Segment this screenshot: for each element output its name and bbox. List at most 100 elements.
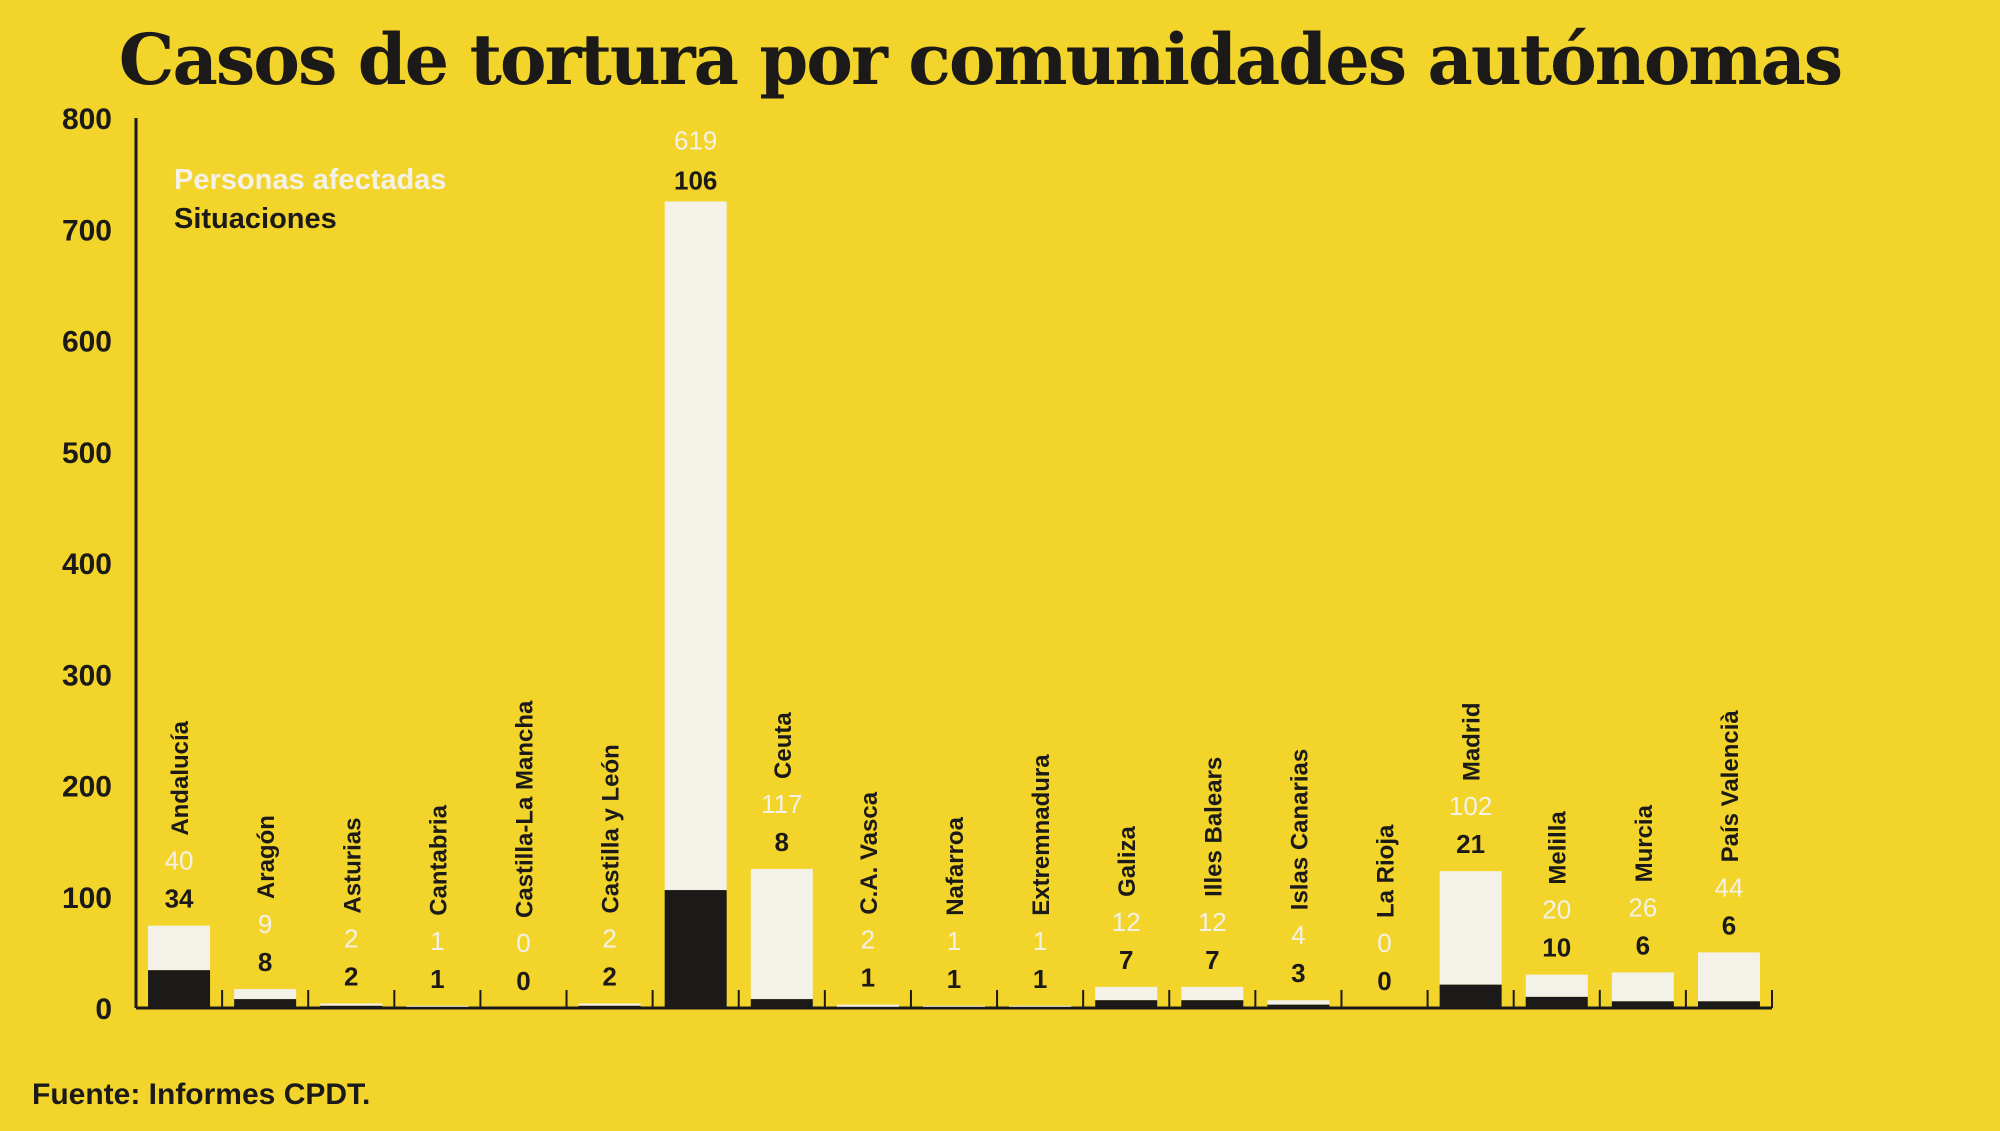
data-label-personas: 619 (674, 125, 717, 155)
data-label-situaciones: 7 (1205, 945, 1219, 975)
data-label-situaciones: 1 (1033, 964, 1047, 994)
data-label-personas: 12 (1198, 907, 1227, 937)
bar-personas-afectadas (1267, 1000, 1330, 1005)
bar-situaciones (148, 970, 211, 1008)
data-label-personas: 2 (602, 924, 616, 954)
data-label-situaciones: 8 (775, 827, 789, 857)
data-label-personas: 0 (1377, 928, 1391, 958)
bar-personas-afectadas (234, 989, 297, 1000)
bar-situaciones (320, 1005, 383, 1008)
bar-situaciones (1697, 1001, 1760, 1008)
category-label: País Valencià (1717, 710, 1744, 863)
legend-personas-afectadas: Personas afectadas (174, 164, 446, 196)
source-note: Fuente: Informes CPDT. (32, 1078, 371, 1111)
bar-situaciones (1267, 1004, 1330, 1008)
data-label-personas: 20 (1542, 895, 1571, 925)
data-label-situaciones: 34 (165, 884, 194, 914)
y-tick-label: 400 (62, 548, 112, 581)
data-label-personas: 4 (1291, 920, 1305, 950)
data-label-situaciones: 1 (861, 963, 875, 993)
bar-situaciones (1525, 996, 1588, 1008)
chart-title: Casos de tortura por comunidades autónom… (118, 18, 1843, 101)
bar-situaciones (578, 1005, 641, 1008)
category-label: Castilla-La Mancha (511, 700, 538, 918)
bar-situaciones (234, 999, 297, 1008)
y-tick-label: 100 (62, 882, 112, 915)
data-label-personas: 9 (258, 909, 272, 939)
y-tick-label: 0 (95, 993, 112, 1026)
bar-personas-afectadas (1095, 986, 1158, 1001)
category-label: Islas Canarias (1286, 749, 1313, 910)
data-label-situaciones: 1 (430, 964, 444, 994)
bar-situaciones (1009, 1006, 1072, 1008)
data-label-personas: 12 (1112, 907, 1141, 937)
bar-personas-afectadas (320, 1003, 383, 1006)
data-label-situaciones: 2 (602, 962, 616, 992)
category-label: Nafarroa (942, 816, 969, 915)
category-label: Madrid (1459, 702, 1486, 781)
data-label-situaciones: 6 (1636, 930, 1650, 960)
bar-personas-afectadas (1439, 871, 1502, 985)
data-label-personas: 117 (761, 789, 802, 819)
legend-situaciones: Situaciones (174, 203, 337, 235)
bar-personas-afectadas (148, 925, 211, 971)
data-label-situaciones: 10 (1542, 933, 1571, 963)
data-label-personas: 2 (344, 924, 358, 954)
bar-personas-afectadas (836, 1004, 899, 1007)
bar-personas-afectadas (750, 868, 813, 1000)
data-label-situaciones: 1 (947, 964, 961, 994)
data-label-personas: 0 (516, 928, 530, 958)
category-label: Ceuta (770, 712, 797, 779)
category-label: Andalucía (167, 720, 194, 835)
bar-situaciones (1611, 1001, 1674, 1008)
data-label-situaciones: 0 (516, 966, 530, 996)
bar-situaciones (836, 1006, 899, 1008)
bar-situaciones (923, 1006, 985, 1008)
bar-situaciones (1095, 1000, 1158, 1008)
category-label: Catalunya (684, 773, 711, 888)
bar-personas-afectadas (923, 1005, 985, 1007)
category-label: Cantabria (425, 804, 452, 915)
y-tick-label: 500 (62, 437, 112, 470)
data-label-personas: 1 (1033, 926, 1047, 956)
data-label-situaciones: 2 (344, 962, 358, 992)
bar-personas-afectadas (1181, 986, 1244, 1001)
bar-situaciones (750, 999, 813, 1008)
y-tick-label: 800 (62, 103, 112, 136)
data-label-situaciones: 8 (258, 947, 272, 977)
bar-situaciones (406, 1006, 469, 1008)
bar-situaciones (664, 890, 727, 1008)
data-label-situaciones: 0 (1377, 966, 1391, 996)
data-label-situaciones: 7 (1119, 945, 1133, 975)
bar-personas-afectadas (1611, 972, 1674, 1002)
data-label-situaciones: 3 (1291, 958, 1305, 988)
data-label-personas: 40 (165, 846, 194, 876)
y-tick-label: 300 (62, 659, 112, 692)
category-label: Asturias (339, 818, 366, 914)
bar-personas-afectadas (1525, 974, 1588, 997)
bar-situaciones (1439, 984, 1502, 1008)
data-label-personas: 26 (1628, 892, 1657, 922)
category-label: C.A. Vasca (856, 791, 883, 914)
category-label: Melilla (1545, 811, 1572, 885)
category-label: Illes Balears (1200, 757, 1227, 897)
category-label: Murcia (1631, 804, 1658, 882)
data-label-personas: 2 (861, 925, 875, 955)
category-label: Extremnadura (1028, 754, 1055, 916)
data-label-situaciones: 106 (674, 165, 717, 195)
data-label-personas: 1 (430, 926, 444, 956)
category-label: Castilla y León (598, 744, 625, 913)
data-label-personas: 44 (1714, 872, 1743, 902)
y-tick-label: 600 (62, 326, 112, 359)
data-label-personas: 1 (947, 926, 961, 956)
y-tick-label: 200 (62, 771, 112, 804)
category-label: La Rioja (1373, 824, 1400, 918)
bar-personas-afectadas (406, 1005, 469, 1007)
bar-personas-afectadas (1697, 952, 1760, 1002)
data-label-situaciones: 21 (1456, 829, 1485, 859)
bar-personas-afectadas (664, 201, 727, 891)
data-label-situaciones: 6 (1722, 910, 1736, 940)
bar-personas-afectadas (1009, 1005, 1072, 1007)
y-tick-label: 700 (62, 214, 112, 247)
